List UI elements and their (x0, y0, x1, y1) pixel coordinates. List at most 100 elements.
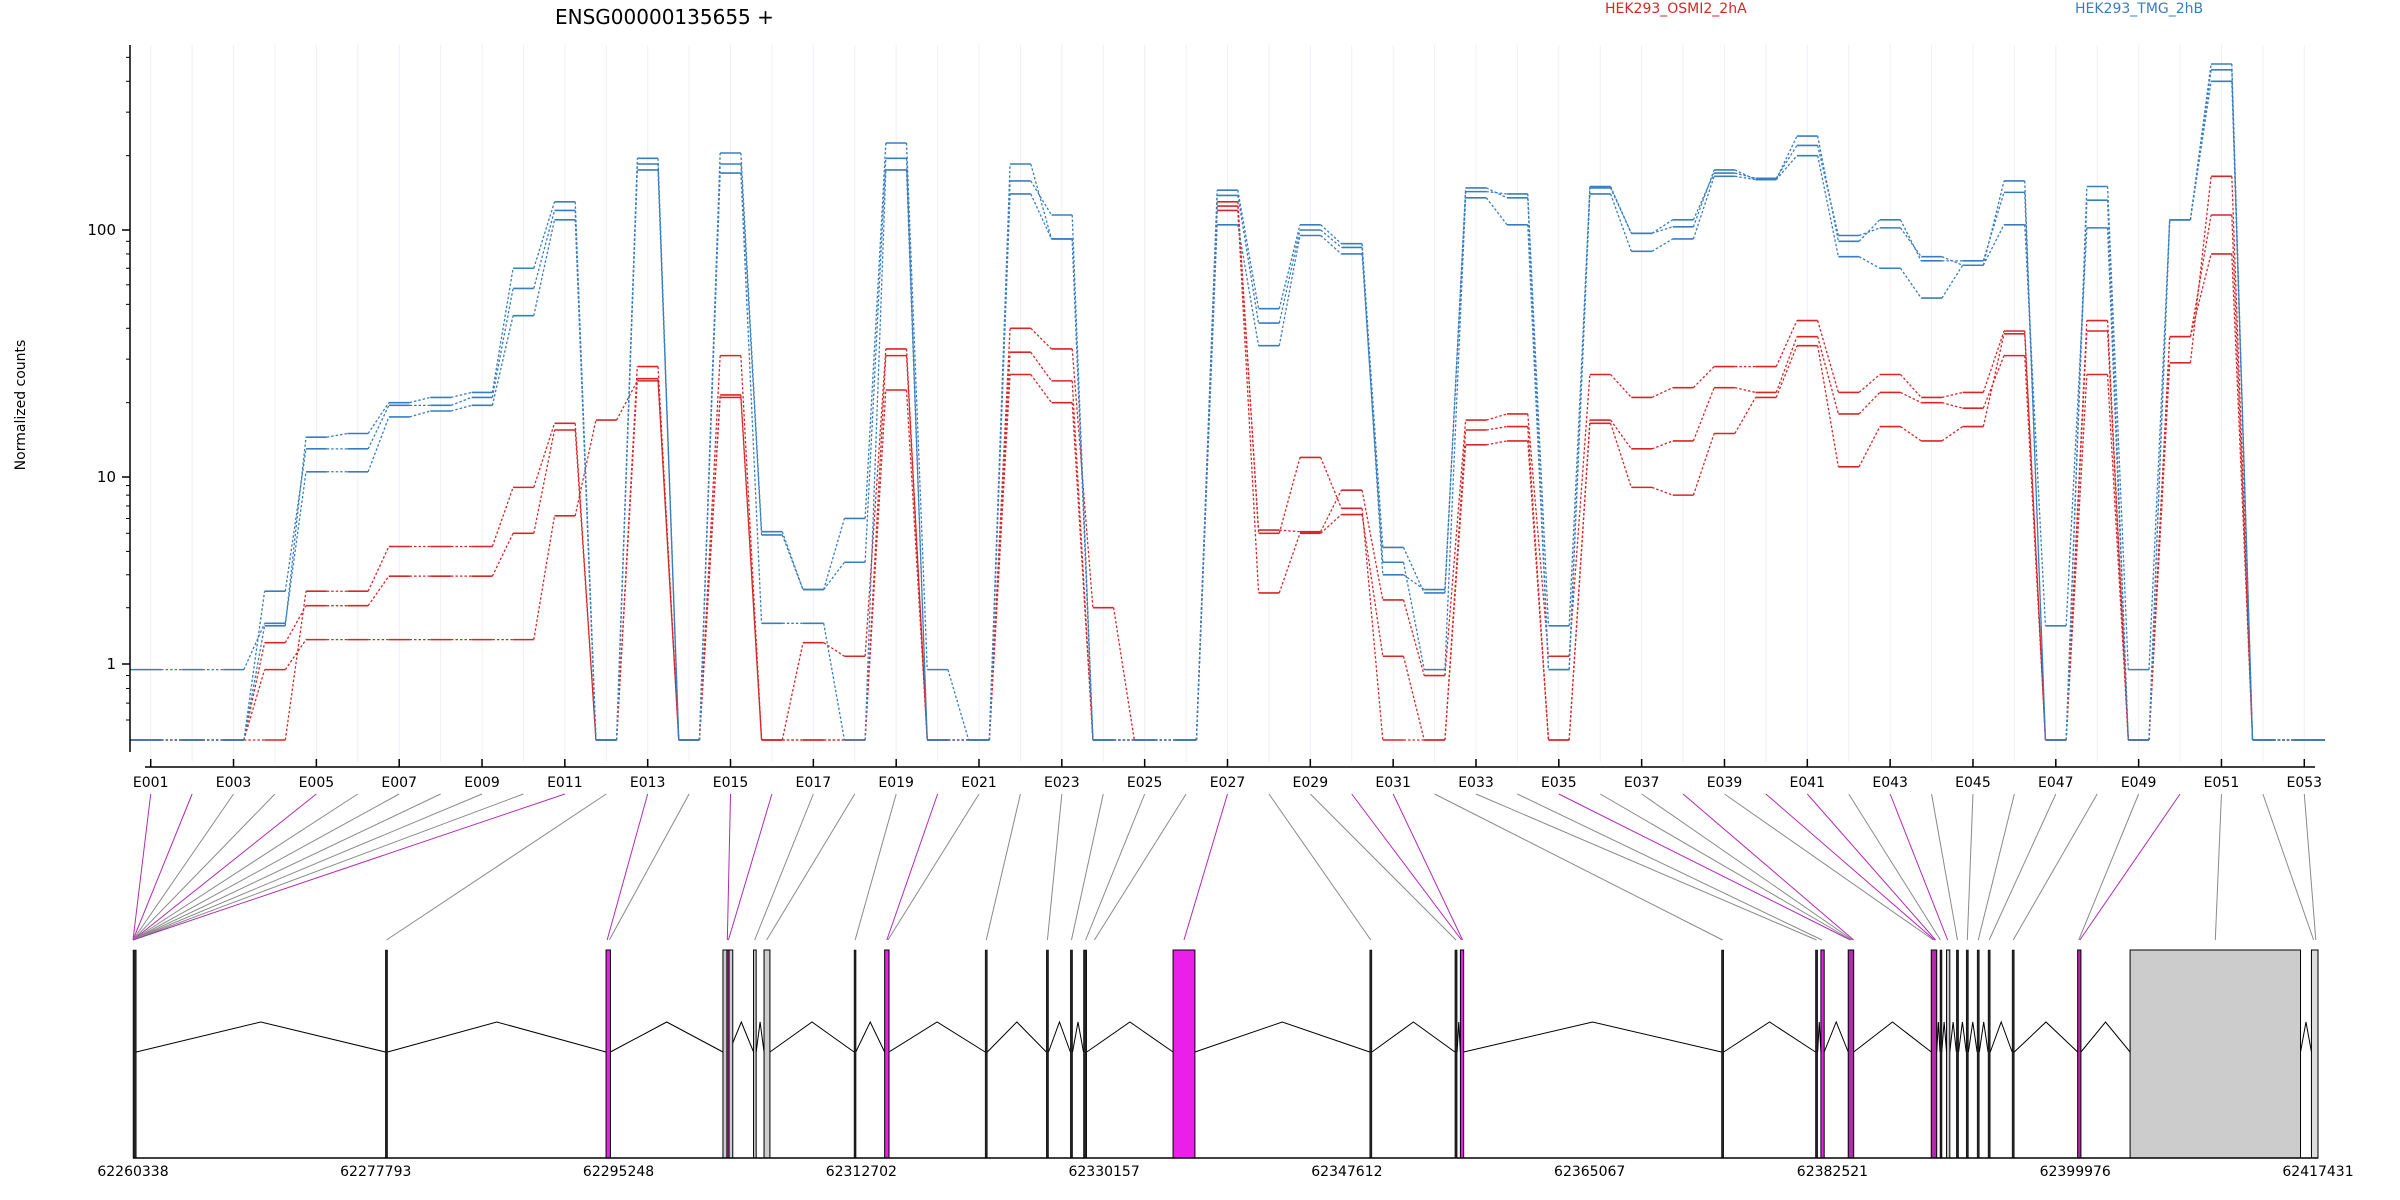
exon-connector (132, 793, 276, 941)
series-transition (1527, 197, 1550, 670)
series-transition (1734, 175, 1756, 181)
genomic-tick-label: 62260338 (97, 1164, 168, 1180)
x-tick-label: E049 (2121, 775, 2157, 791)
gene-exon-box (1459, 949, 1465, 1159)
series-5 (130, 63, 2325, 741)
genomic-tick-label: 62277793 (340, 1164, 411, 1180)
series-transition (1982, 333, 2005, 427)
exon-connector (2303, 793, 2317, 941)
series-transition (1361, 247, 1384, 575)
series-transition (740, 163, 763, 535)
gene-exon-box (1956, 949, 1959, 1159)
series-transition (2189, 81, 2212, 220)
series-transition (1444, 429, 1467, 741)
series-transition (1692, 172, 1715, 221)
y-tick-label: 10 (97, 468, 116, 486)
gene-exon-box (726, 949, 730, 1159)
exon-connector (132, 793, 566, 941)
series-transition (491, 533, 514, 577)
series-transition (1899, 219, 1922, 262)
series-transition (698, 397, 721, 741)
x-tick-label: E021 (961, 775, 997, 791)
series-transition (1568, 374, 1591, 657)
series-transition (1651, 219, 1674, 234)
series-transition (1402, 656, 1425, 741)
series-transition (1444, 420, 1467, 676)
exon-connector (1641, 793, 1853, 941)
series-transition (1402, 547, 1425, 594)
connector-layer (132, 793, 2317, 941)
series-transition (491, 487, 514, 547)
x-tick-label: E027 (1210, 775, 1246, 791)
series-transition (905, 355, 928, 741)
series-transition (823, 518, 846, 590)
x-tick-label: E023 (1044, 775, 1080, 791)
intron-line (769, 1021, 855, 1053)
series-transition (1817, 336, 1840, 415)
exon-connector (132, 793, 234, 941)
intron-line (1371, 1021, 1456, 1053)
series-transition (243, 642, 266, 741)
intron-line (1936, 1021, 1941, 1053)
gene-exon-box (1172, 949, 1196, 1159)
series-transition (1817, 145, 1840, 236)
x-tick-label: E037 (1624, 775, 1660, 791)
series-transition (243, 623, 266, 670)
exon-connector (985, 793, 1021, 941)
series-transition (1775, 135, 1798, 180)
exon-connector (886, 793, 939, 941)
series-transition (284, 639, 307, 670)
series-transition (864, 355, 887, 741)
x-tick-label: E003 (216, 775, 252, 791)
exon-connector (2012, 793, 2098, 941)
exon-connector (132, 793, 359, 941)
exon-connector (1517, 793, 1823, 941)
series-transition (1900, 374, 1922, 398)
series-transition (2024, 180, 2047, 741)
x-tick-label: E053 (2287, 775, 2323, 791)
series-transition (1361, 490, 1384, 601)
exon-connector (854, 793, 897, 941)
gene-exon-box (2077, 949, 2082, 1159)
gene-exon-box (1820, 949, 1825, 1159)
series-transition (698, 152, 721, 741)
series-transition (284, 437, 307, 626)
series-transition (533, 423, 556, 488)
gene-exon-box (2011, 949, 2015, 1159)
series-transition (367, 402, 390, 434)
intron-line (1823, 1020, 1849, 1053)
series-transition (1817, 345, 1840, 467)
series-transition (533, 515, 556, 640)
series-transition (1195, 201, 1218, 741)
series-transition (1278, 229, 1301, 324)
series-transition (1486, 440, 1508, 446)
series-transition (367, 575, 390, 607)
series-transition (2065, 227, 2088, 626)
series-transition (1361, 514, 1384, 657)
genomic-tick-label: 62330157 (1068, 1164, 1139, 1180)
intron-line (1958, 1021, 1967, 1053)
gene-exon-box (605, 949, 611, 1159)
series-transition (1030, 163, 1053, 240)
series-transition (1982, 355, 2005, 409)
intron-line (1989, 1020, 2013, 1053)
series-transition (988, 352, 1011, 741)
gene-exon-box (1369, 949, 1373, 1159)
legend-entry-osmi2: HEK293_OSMI2_2hA (1605, 1, 1747, 17)
series-transition (823, 642, 845, 657)
series-transition (1237, 195, 1260, 324)
gene-exon-box (1987, 949, 1991, 1159)
intron-line (1853, 1021, 1932, 1053)
series-transition (1486, 413, 1508, 421)
series-transition (1486, 425, 1508, 431)
series-transition (2189, 214, 2212, 337)
series-transition (1775, 320, 1798, 367)
exon-connector (2079, 793, 2181, 941)
series-transition (740, 152, 763, 532)
series-transition (781, 642, 804, 741)
exon-connector (608, 793, 690, 941)
intron-line (136, 1021, 386, 1053)
intron-line (755, 1021, 765, 1053)
series-transition (1651, 226, 1673, 234)
